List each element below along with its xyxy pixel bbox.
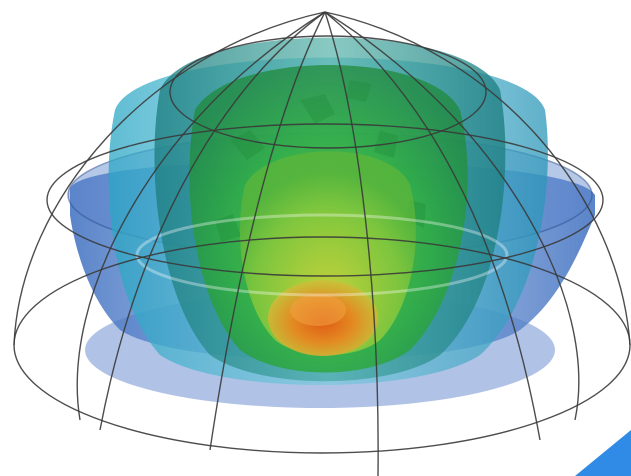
orange-core-highlight (290, 294, 346, 326)
inner-ring (135, 213, 509, 297)
green-texture (215, 80, 426, 242)
corner-accent (575, 430, 631, 476)
wireframe-hemisphere (13, 11, 631, 476)
